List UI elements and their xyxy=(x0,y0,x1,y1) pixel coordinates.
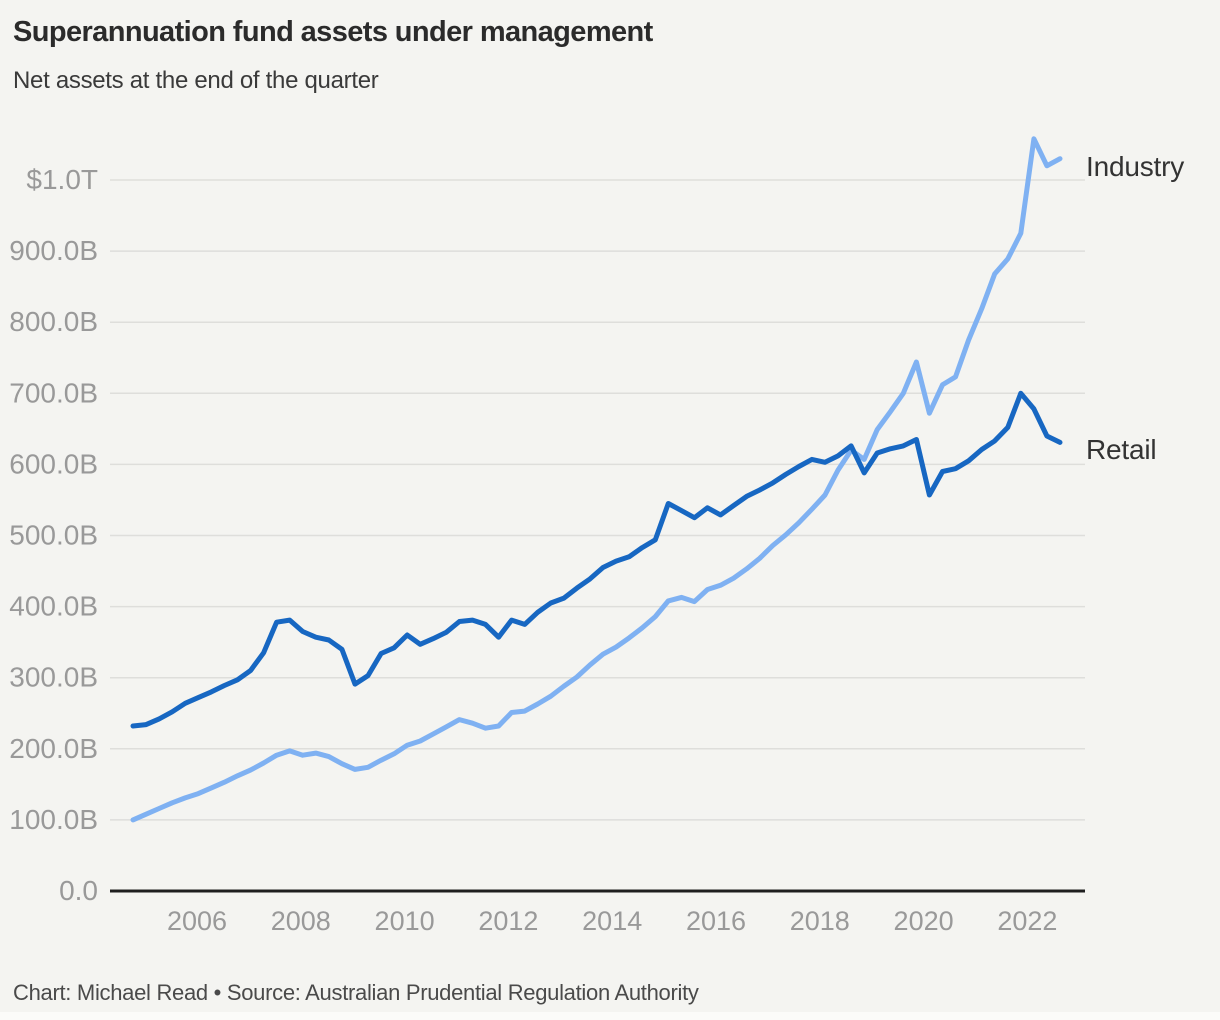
series-line-industry xyxy=(130,136,1063,823)
x-tick-label-2010: 2010 xyxy=(375,906,435,936)
chart-header: Superannuation fund assets under managem… xyxy=(13,0,1203,95)
y-tick-label-500: 500.0B xyxy=(9,520,98,551)
chart-subtitle: Net assets at the end of the quarter xyxy=(13,67,379,94)
bottom-strip xyxy=(0,1012,1220,1020)
y-tick-label-600: 600.0B xyxy=(9,448,98,479)
y-tick-label-300: 300.0B xyxy=(9,662,98,693)
y-tick-label-800: 800.0B xyxy=(9,306,98,337)
chart-credit: Chart: Michael Read • Source: Australian… xyxy=(13,980,699,1005)
y-tick-label-200: 200.0B xyxy=(9,733,98,764)
y-tick-label-0: 0.0 xyxy=(59,875,98,906)
x-tick-label-2022: 2022 xyxy=(997,906,1057,936)
x-tick-label-2008: 2008 xyxy=(271,906,331,936)
x-tick-label-2020: 2020 xyxy=(894,906,954,936)
y-tick-label-900: 900.0B xyxy=(9,235,98,266)
y-tick-label-100: 100.0B xyxy=(9,804,98,835)
chart-title: Superannuation fund assets under managem… xyxy=(13,16,653,48)
series-label-retail: Retail xyxy=(1086,434,1157,465)
series-label-industry: Industry xyxy=(1086,151,1184,182)
x-tick-label-2006: 2006 xyxy=(167,906,227,936)
x-tick-label-2018: 2018 xyxy=(790,906,850,936)
x-tick-label-2012: 2012 xyxy=(478,906,538,936)
y-tick-label-700: 700.0B xyxy=(9,377,98,408)
y-tick-label-400: 400.0B xyxy=(9,591,98,622)
x-tick-label-2014: 2014 xyxy=(582,906,642,936)
series-line-retail xyxy=(130,390,1063,729)
x-tick-label-2016: 2016 xyxy=(686,906,746,936)
y-tick-label-1000: $1.0T xyxy=(26,164,98,195)
